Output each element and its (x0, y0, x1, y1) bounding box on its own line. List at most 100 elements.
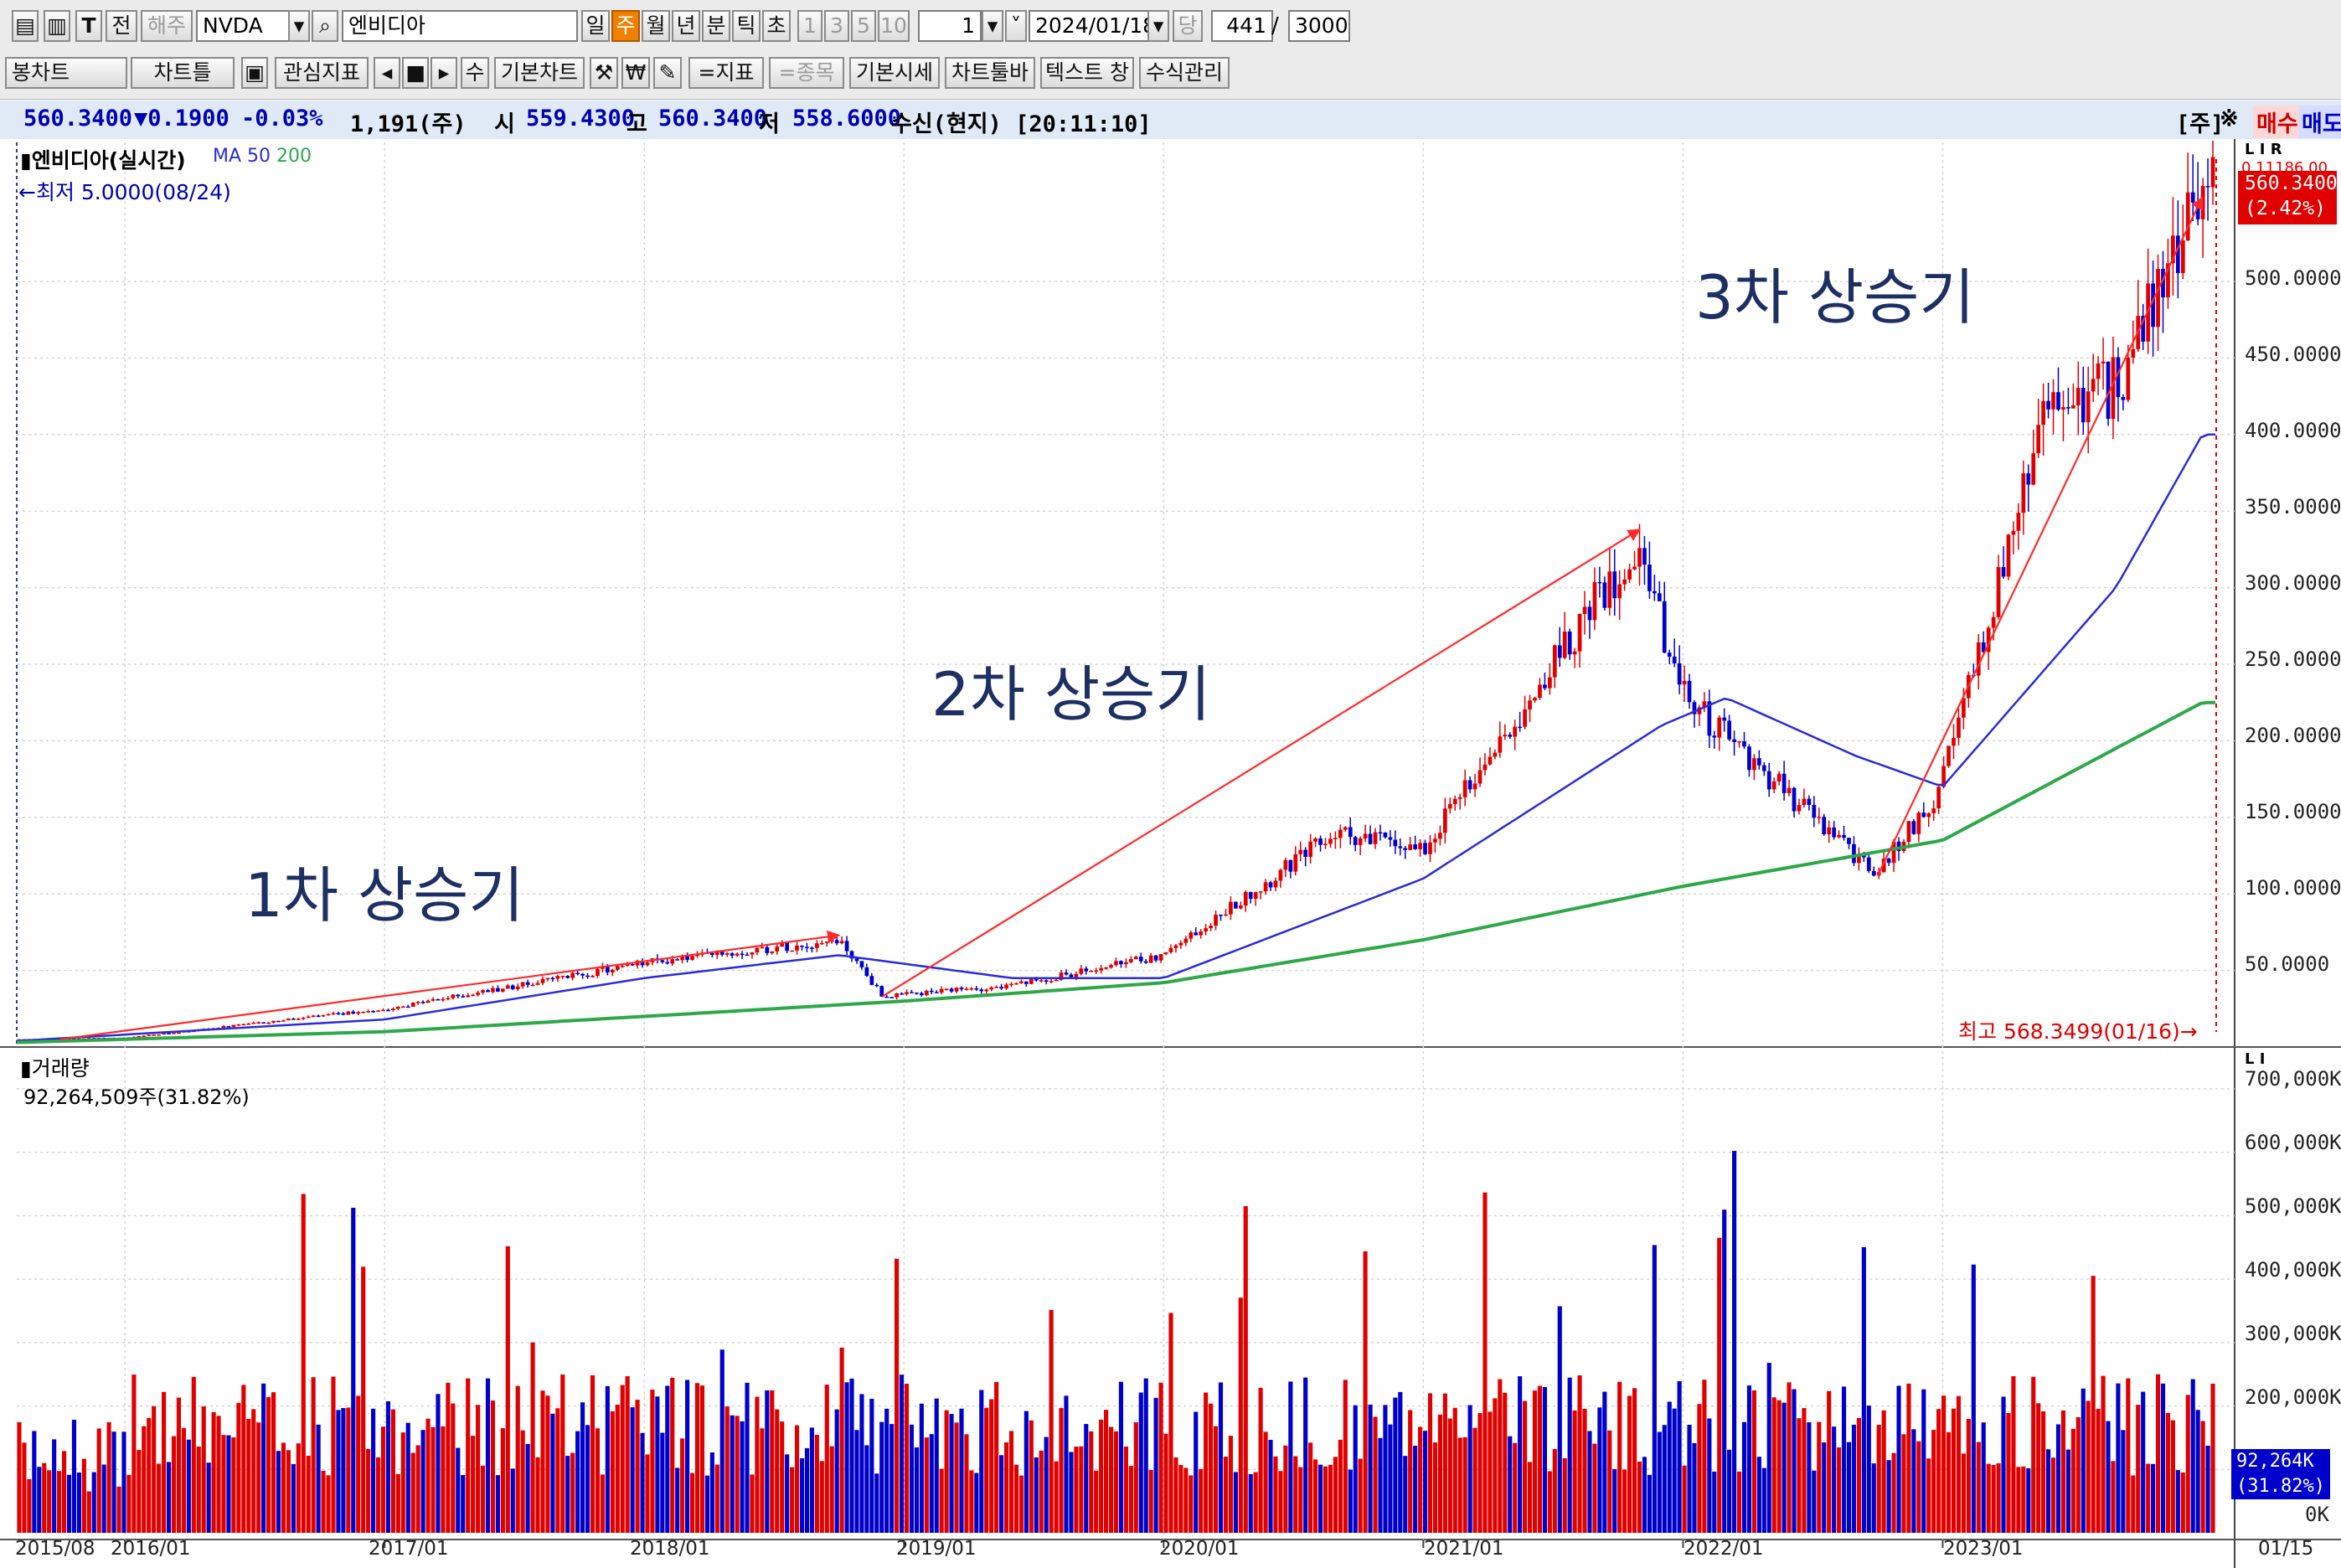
volume-bar (201, 1406, 206, 1533)
candle-body (147, 1034, 152, 1037)
volume-bar (1049, 1309, 1054, 1533)
candle-body (2016, 513, 2021, 531)
candle-body (1652, 591, 1657, 594)
volume-tag-value: 92,264K (2236, 1451, 2314, 1472)
basic-quote-button[interactable]: 기본시세 (849, 57, 940, 89)
candle-body (1109, 965, 1113, 968)
candle-body (1852, 843, 1856, 864)
layout-icon-1[interactable]: ▤ (12, 10, 39, 42)
volume-bar (1866, 1406, 1871, 1533)
next-icon[interactable]: ▸ (431, 57, 457, 89)
text-window-button[interactable]: 텍스트 창 (1040, 57, 1134, 89)
candle-body (596, 968, 600, 977)
volume-bar (879, 1421, 884, 1533)
period-week[interactable]: 주 (611, 10, 640, 42)
period-tick[interactable]: 틱 (732, 10, 761, 42)
interval-10[interactable]: 10 (878, 10, 910, 42)
period-year[interactable]: 년 (672, 10, 700, 42)
interval-1[interactable]: 1 (797, 10, 822, 42)
search-icon[interactable]: ⌕ (312, 10, 338, 42)
total-field[interactable]: 3000 (1288, 10, 1350, 42)
interval-down-icon[interactable]: ˅ (1005, 10, 1027, 42)
formula-manage-button[interactable]: 수식관리 (1139, 57, 1230, 89)
candle-body (724, 953, 730, 955)
volume-bar (385, 1400, 391, 1533)
favorite-indicator-button[interactable]: 관심지표 (275, 57, 369, 89)
volume-axis-icon[interactable]: L I (2245, 1050, 2266, 1068)
date-field[interactable]: 2024/01/18 (1029, 10, 1149, 42)
candle-body (276, 1020, 281, 1023)
wrench-icon[interactable]: ✎ (653, 57, 682, 89)
candle-body (1936, 787, 1941, 809)
symbol-dropdown-icon[interactable]: ▾ (288, 10, 310, 42)
volume-bar (580, 1402, 585, 1533)
period-month[interactable]: 월 (642, 10, 670, 42)
volume-bar (1258, 1387, 1263, 1533)
volume-bar (1971, 1264, 1976, 1533)
volume-bar (535, 1457, 540, 1533)
price-axis-lir[interactable]: L I R (2245, 141, 2282, 158)
interval-input[interactable]: 1 (918, 10, 982, 42)
volume-bar (964, 1434, 969, 1533)
volume-bar (859, 1394, 864, 1533)
candle-body (356, 1012, 361, 1014)
buy-button[interactable]: 매수 (2253, 106, 2302, 138)
won-icon[interactable]: ₩ (621, 57, 650, 89)
volume-bar (142, 1426, 147, 1533)
candle-body (2175, 235, 2180, 274)
x-tick: 2017/01 (369, 1538, 449, 1560)
volume-bar (2131, 1475, 2136, 1533)
volume-bar (1607, 1430, 1612, 1533)
chart-canvas[interactable] (0, 139, 2341, 1568)
candle-body (1682, 680, 1687, 685)
interval-spin-icon[interactable]: ▾ (982, 10, 1003, 42)
su-button[interactable]: 수 (461, 57, 489, 89)
volume-bar (191, 1376, 196, 1533)
layout-icon-2[interactable]: ▥ (44, 10, 70, 42)
save-icon[interactable]: ▣ (241, 57, 268, 89)
date-dropdown-icon[interactable]: ▾ (1147, 10, 1169, 42)
dang-button[interactable]: 당 (1173, 10, 1203, 42)
stop-icon[interactable]: ■ (402, 57, 429, 89)
volume-bar (1383, 1405, 1388, 1533)
jeon-button[interactable]: 전 (106, 10, 137, 42)
chart-frame-button[interactable]: 차트틀 (131, 57, 235, 89)
symbol-code-field[interactable]: NVDA (196, 10, 290, 42)
interval-3[interactable]: 3 (824, 10, 849, 42)
period-day[interactable]: 일 (581, 10, 610, 42)
volume-bar (166, 1462, 172, 1533)
sell-button[interactable]: 매도 (2298, 106, 2341, 138)
settings-icon[interactable]: ※ (2220, 106, 2239, 132)
volume-bar (1089, 1431, 1094, 1533)
volume-bar (2155, 1374, 2161, 1533)
basic-chart-button[interactable]: 기본차트 (494, 57, 585, 89)
volume-bar (1707, 1418, 1712, 1533)
add-indicator-button[interactable]: =지표 (688, 57, 764, 89)
chart-toolbar-button[interactable]: 차트툴바 (945, 57, 1035, 89)
volume-bar (1841, 1386, 1847, 1533)
interval-5[interactable]: 5 (851, 10, 876, 42)
candle-body (1547, 677, 1552, 689)
volume-bar (71, 1420, 77, 1533)
annotation-phase-2: 2차 상승기 (931, 659, 1211, 730)
prev-icon[interactable]: ◂ (374, 57, 400, 89)
tools-icon[interactable]: ⚒ (590, 57, 618, 89)
volume-bar (1123, 1447, 1128, 1533)
price-ytick: 100.0000 (2245, 876, 2341, 900)
candle-body (1388, 837, 1393, 840)
candle-body (236, 1024, 241, 1026)
feed-status: 수신(현지) [20:11:10] (891, 111, 1152, 137)
add-symbol-button[interactable]: =종목 (769, 57, 844, 89)
volume-bar (1413, 1446, 1418, 1533)
candle-body (1552, 645, 1557, 678)
volume-bar (1886, 1460, 1891, 1533)
candle-body (1383, 832, 1388, 838)
haeju-button[interactable]: 해주 (141, 10, 193, 42)
text-tool-icon[interactable]: T (75, 10, 102, 42)
volume-bar (1437, 1414, 1442, 1533)
volume-bar (1113, 1431, 1119, 1533)
count-field[interactable]: 441 (1211, 10, 1273, 42)
period-minute[interactable]: 분 (702, 10, 730, 42)
chart-type-select[interactable]: 봉차트 (5, 57, 127, 89)
period-second[interactable]: 초 (762, 10, 791, 42)
